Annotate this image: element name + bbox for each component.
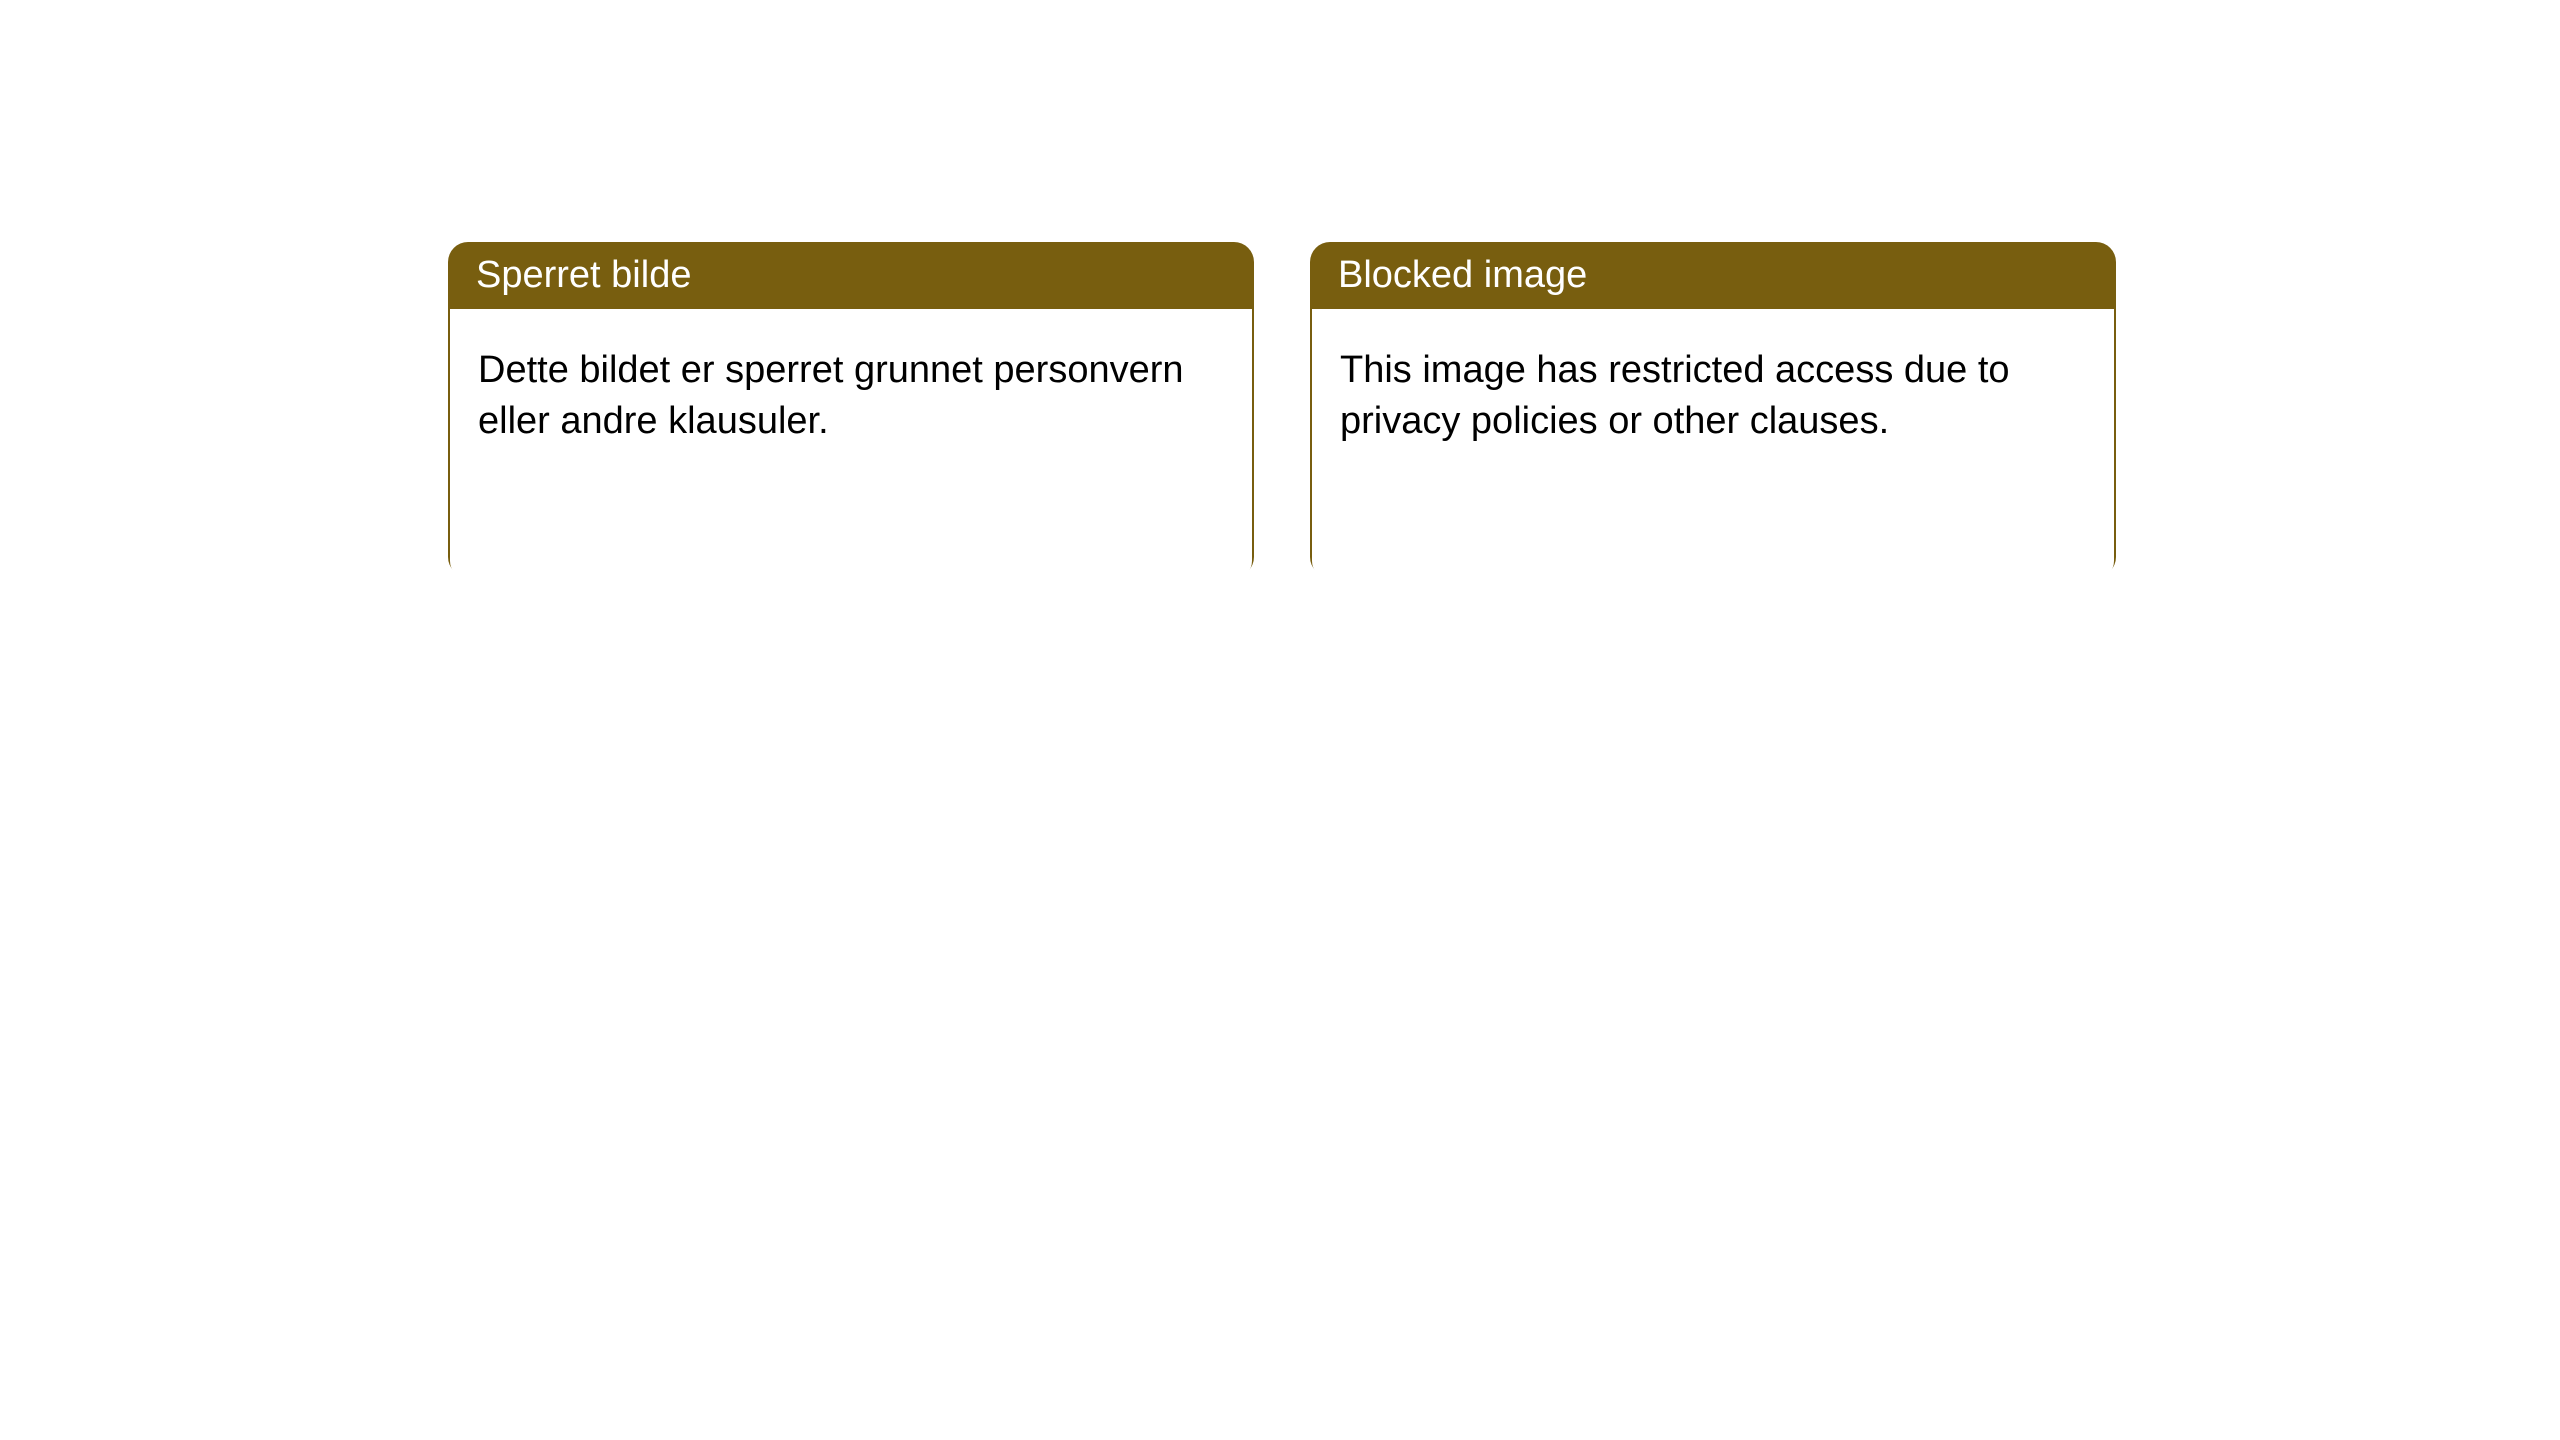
- card-body: Dette bildet er sperret grunnet personve…: [448, 309, 1254, 577]
- card-title: Sperret bilde: [448, 242, 1254, 309]
- card-title: Blocked image: [1310, 242, 2116, 309]
- blocked-image-card-english: Blocked image This image has restricted …: [1310, 242, 2116, 577]
- notice-container: Sperret bilde Dette bildet er sperret gr…: [0, 0, 2560, 577]
- card-body: This image has restricted access due to …: [1310, 309, 2116, 577]
- blocked-image-card-norwegian: Sperret bilde Dette bildet er sperret gr…: [448, 242, 1254, 577]
